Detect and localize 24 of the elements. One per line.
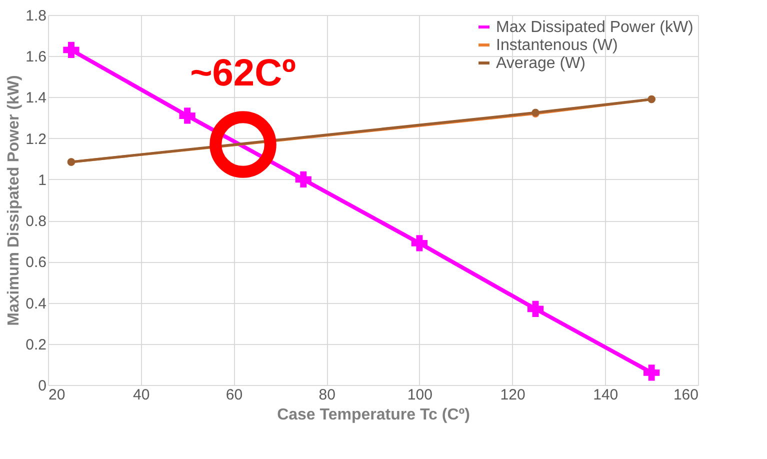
- x-tick-label: 60: [226, 386, 243, 404]
- legend-label: Max Dissipated Power (kW): [496, 19, 694, 36]
- y-tick-label: 0.8: [26, 213, 46, 230]
- annotation: ~62Cº: [190, 52, 296, 94]
- legend-label: Instantenous (W): [496, 37, 618, 54]
- x-tick-label: 40: [133, 386, 150, 404]
- y-axis-title: Maximum Dissipated Power (kW): [6, 75, 23, 326]
- y-tick-label: 1.6: [26, 48, 46, 66]
- y-tick-label: 0.4: [26, 295, 46, 312]
- y-tick-label: 0.6: [26, 254, 46, 272]
- x-tick-label: 160: [673, 386, 698, 404]
- legend-label: Average (W): [496, 55, 586, 72]
- x-tick-label: 100: [407, 386, 432, 404]
- x-axis-title: Case Temperature Tc (Cº): [277, 406, 470, 424]
- y-tick-label: 1.4: [26, 90, 46, 107]
- x-tick-label: 20: [48, 386, 66, 404]
- x-tick-label: 140: [593, 386, 618, 404]
- x-tick-label: 80: [318, 386, 336, 404]
- y-tick-label: 0.2: [26, 336, 46, 354]
- y-tick-label: 1.8: [26, 8, 46, 24]
- x-tick-label: 120: [500, 386, 526, 404]
- y-tick-label: 1.2: [26, 130, 46, 148]
- y-tick-label: 1: [38, 172, 46, 189]
- y-tick-label: 0: [38, 378, 46, 394]
